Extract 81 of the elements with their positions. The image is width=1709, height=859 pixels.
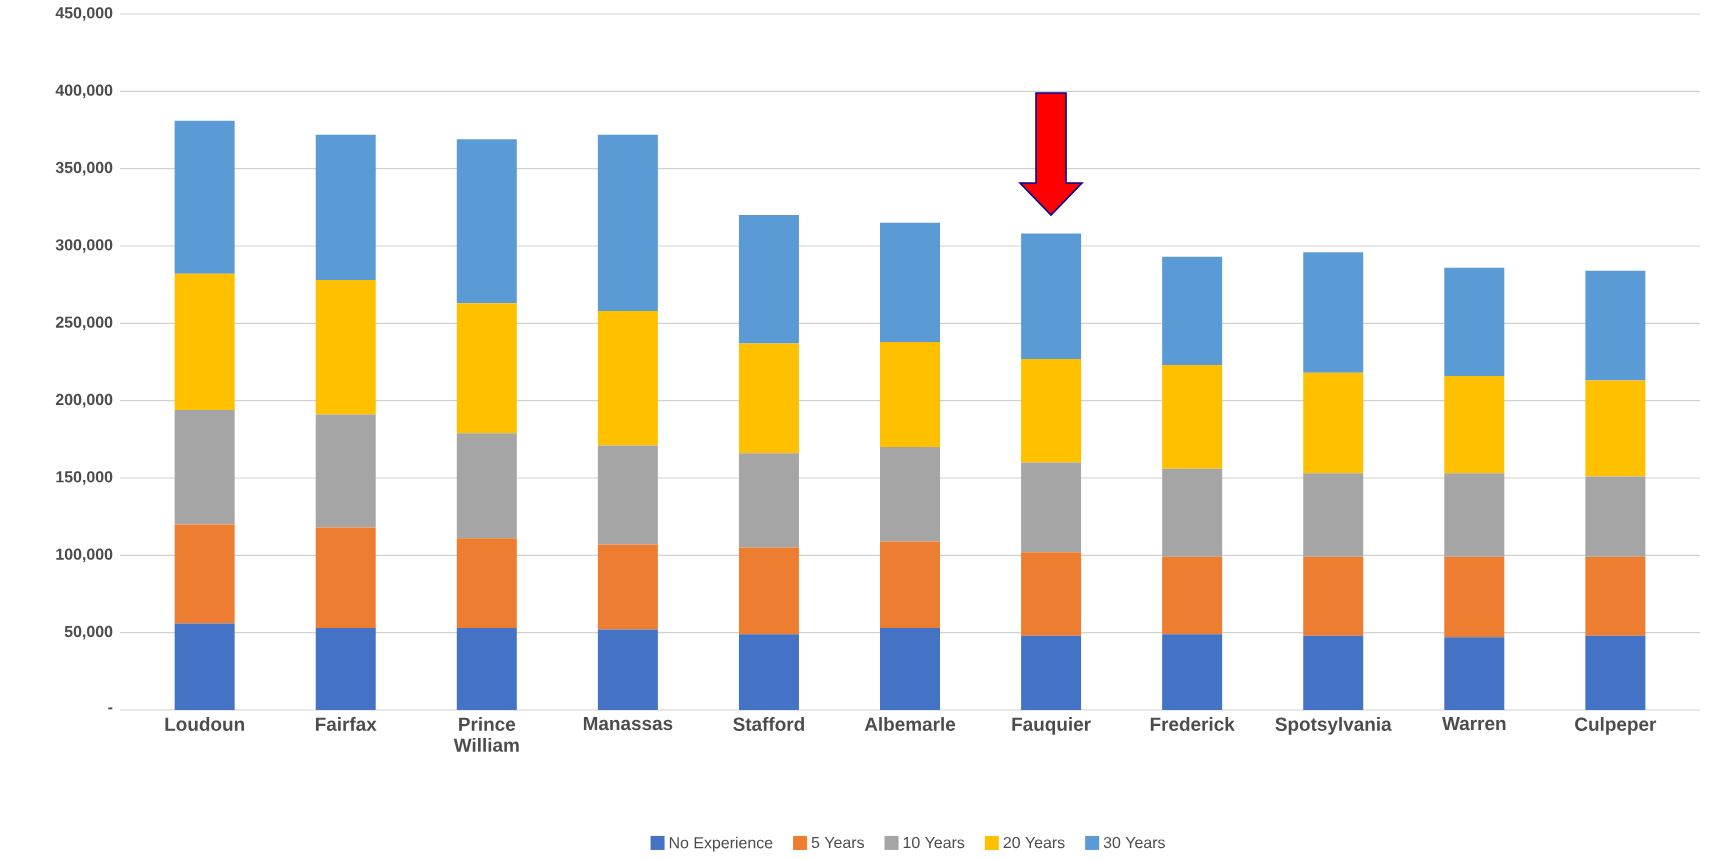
bar [174,623,235,710]
x-tick-label: Prince William [453,716,519,752]
bar [174,273,235,410]
bar [174,409,235,525]
bar [738,634,799,710]
bar [456,433,517,539]
bar [1021,635,1082,710]
bar [880,222,941,342]
bar [1444,556,1505,638]
y-tick-label: 100,000 [56,548,113,563]
bar [315,279,376,415]
x-tick-label: Albemarle [864,716,956,731]
bar [1444,267,1505,376]
bar [174,524,235,624]
y-tick-label: 150,000 [56,471,113,485]
bar [1021,552,1082,636]
bar [597,445,658,545]
bar [738,214,799,344]
x-tick-label: Loudoun [165,716,244,731]
x-tick-label: Stafford [733,716,804,731]
x-tick-label: Manassas [583,716,673,731]
y-tick-label: 50,000 [64,625,113,640]
bar [1585,476,1646,557]
bar [1303,252,1364,373]
legend-label: 20 Years [1003,836,1065,849]
x-tick-label: Fauquier [1012,716,1091,735]
bar [1162,364,1223,469]
legend-label: 10 Years [903,836,965,849]
bar [738,343,799,454]
bar [597,629,658,710]
bar [1444,637,1505,710]
bar [597,134,658,311]
bar [1162,256,1223,365]
bar [456,538,517,628]
bar [1585,270,1646,381]
x-tick-label: Culpeper [1575,716,1657,735]
bar [597,544,658,630]
bar [1444,375,1505,474]
x-tick-label: Spotsylvania [1275,716,1392,735]
y-tick-label: 200,000 [55,393,113,408]
bar [456,303,517,434]
bar [738,547,799,635]
bar [1585,635,1646,710]
bar [1585,380,1646,477]
bar [1303,372,1364,474]
bar [1303,556,1364,636]
y-tick-label: 300,000 [55,239,113,253]
legend-label: No Experience [669,836,773,852]
bar [1585,556,1646,636]
bar [315,134,376,280]
y-tick-label: - [108,707,113,710]
x-tick-label: Frederick [1150,716,1235,731]
x-tick-label: Warren [1442,716,1506,731]
bar [1162,468,1223,557]
bar [1021,462,1082,553]
y-tick-label: 400,000 [55,84,113,99]
bar [880,341,941,447]
bar [880,627,941,710]
bar [1162,634,1223,710]
bar [1303,473,1364,557]
bar [174,120,235,274]
bar [1303,635,1364,710]
bar [315,527,376,628]
bar [597,310,658,446]
bar [738,453,799,548]
y-tick-label: 250,000 [55,316,113,331]
bar [456,627,517,710]
bar [456,139,517,304]
y-tick-label: 350,000 [55,161,113,176]
x-tick-label: Fairfax [315,716,377,731]
bar [880,446,941,542]
y-tick-label: 450,000 [55,7,113,21]
bar [315,414,376,528]
bar [1444,473,1505,557]
bar [315,627,376,710]
bar [1162,556,1223,635]
legend-label: 30 Years [1103,836,1165,849]
legend-label: 5 Years [811,836,864,848]
bar [1021,358,1082,463]
bar [1021,233,1082,359]
bar [880,541,941,628]
